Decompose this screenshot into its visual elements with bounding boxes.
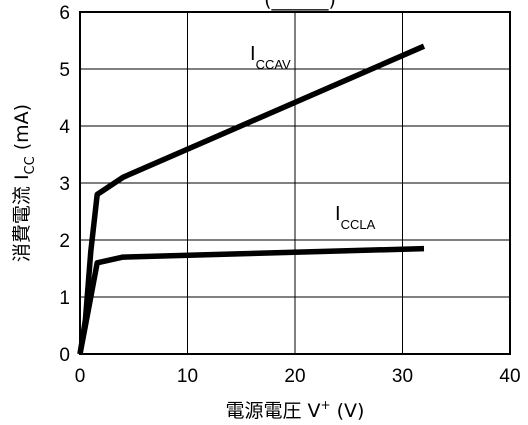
x-tick-label: 10 bbox=[177, 366, 198, 387]
series-line-iccla bbox=[77, 245, 425, 355]
series-label-iccla: ICCLA bbox=[335, 203, 376, 232]
series-label-iccav: ICCAV bbox=[250, 43, 291, 72]
series-lines bbox=[77, 43, 426, 355]
y-tick-label: 0 bbox=[59, 345, 70, 366]
series-line-iccav bbox=[77, 43, 426, 355]
x-tick-label: 0 bbox=[75, 366, 86, 387]
y-tick-label: 5 bbox=[59, 60, 70, 81]
y-tick-label: 3 bbox=[59, 174, 70, 195]
y-tick-label: 6 bbox=[59, 3, 70, 24]
y-tick-label: 4 bbox=[59, 117, 70, 138]
x-tick-labels: 0 10 20 30 40 bbox=[75, 366, 521, 387]
x-tick-label: 30 bbox=[392, 366, 413, 387]
x-tick-label: 20 bbox=[284, 366, 305, 387]
grid bbox=[80, 12, 510, 354]
x-axis-title: 電源電圧 V+ (V) bbox=[226, 398, 365, 422]
x-tick-label: 40 bbox=[499, 366, 520, 387]
y-tick-label: 2 bbox=[59, 231, 70, 252]
y-axis-title: 消費電流 ICC (mA) bbox=[11, 104, 38, 262]
y-tick-labels: 0 1 2 3 4 5 6 bbox=[59, 3, 70, 366]
plot-frame bbox=[79, 11, 511, 355]
chart-title: (______) bbox=[264, 0, 336, 11]
y-tick-label: 1 bbox=[59, 288, 70, 309]
